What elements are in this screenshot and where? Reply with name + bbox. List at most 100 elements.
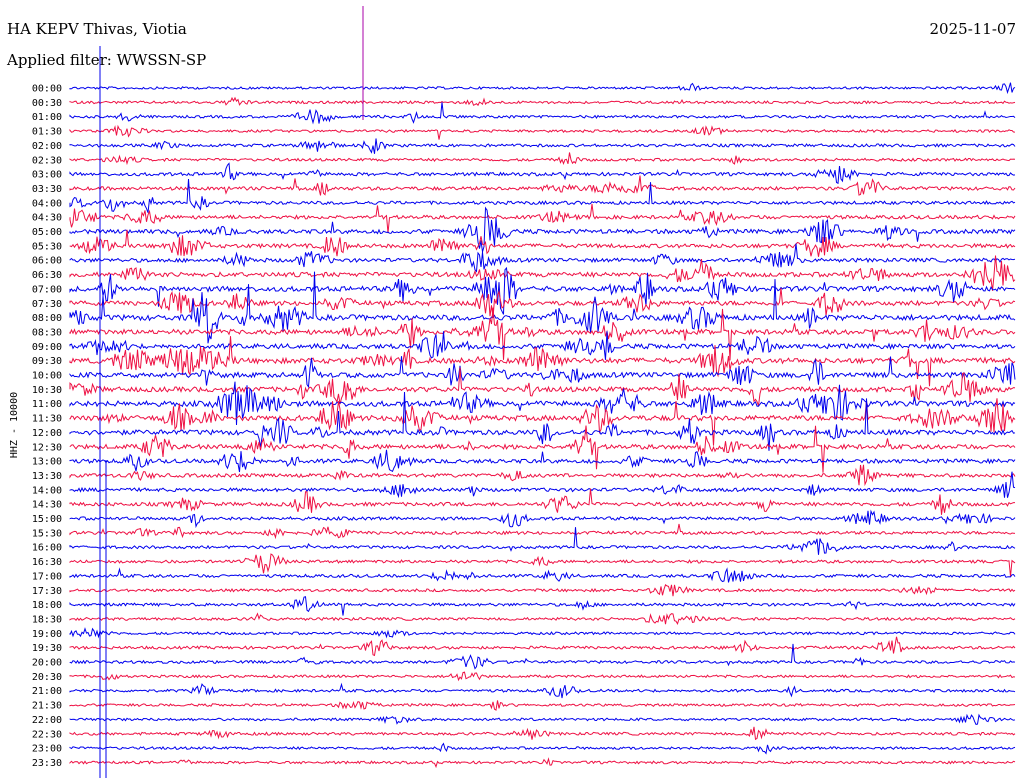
trace-row <box>69 266 1016 315</box>
row-label: 17:30 <box>32 586 62 597</box>
row-label: 23:30 <box>32 758 62 769</box>
row-label: 18:30 <box>32 614 62 625</box>
trace-row <box>69 243 1016 273</box>
row-label: 07:00 <box>32 284 62 295</box>
row-label: 10:30 <box>32 385 62 396</box>
marker-layer <box>99 6 364 778</box>
trace-layer <box>69 82 1016 769</box>
trace-row <box>69 203 1016 234</box>
trace-row <box>69 367 1016 407</box>
row-label: 12:30 <box>32 442 62 453</box>
row-label: 19:30 <box>32 643 62 654</box>
row-label: 05:00 <box>32 227 62 238</box>
trace-row <box>69 612 1016 626</box>
trace-row <box>69 336 1016 387</box>
trace-row <box>69 82 1016 95</box>
trace-row <box>69 488 1015 515</box>
row-label: 04:30 <box>32 213 62 224</box>
row-label: 17:00 <box>32 571 62 582</box>
row-label: 06:30 <box>32 270 62 281</box>
trace-row <box>69 425 1016 473</box>
row-label: 01:00 <box>32 112 62 123</box>
row-label: 11:30 <box>32 414 62 425</box>
trace-row <box>69 287 1016 318</box>
row-label: 05:30 <box>32 241 62 252</box>
row-label: 16:30 <box>32 557 62 568</box>
row-label: 14:30 <box>32 500 62 511</box>
trace-row <box>69 527 1016 555</box>
row-label: 03:00 <box>32 170 62 181</box>
row-label: 20:30 <box>32 672 62 683</box>
row-label: 12:00 <box>32 428 62 439</box>
row-label: 06:00 <box>32 256 62 267</box>
trace-row <box>69 307 1016 361</box>
row-label-layer: 00:00 00:30 01:00 01:30 02:00 02:30 03:00 03:30… <box>32 84 62 769</box>
trace-row <box>69 138 1016 154</box>
row-label: 21:00 <box>32 686 62 697</box>
trace-row <box>69 229 1016 257</box>
row-label: 23:00 <box>32 744 62 755</box>
row-label: 19:00 <box>32 629 62 640</box>
row-label: 08:00 <box>32 313 62 324</box>
row-label: 13:00 <box>32 457 62 468</box>
row-label: 02:30 <box>32 155 62 166</box>
row-label: 01:30 <box>32 127 62 138</box>
trace-row <box>69 391 1016 451</box>
trace-row <box>69 162 1016 185</box>
trace-row <box>69 178 1016 213</box>
row-label: 15:00 <box>32 514 62 525</box>
row-label: 03:30 <box>32 184 62 195</box>
trace-row <box>69 713 1016 725</box>
trace-row <box>69 523 1016 540</box>
trace-row <box>69 553 1016 577</box>
trace-row <box>69 398 1016 446</box>
trace-row <box>69 124 1016 140</box>
row-label: 22:30 <box>32 729 62 740</box>
row-label: 02:00 <box>32 141 62 152</box>
row-label: 13:30 <box>32 471 62 482</box>
trace-row <box>69 671 1016 682</box>
row-label: 00:30 <box>32 98 62 109</box>
trace-row <box>69 567 1016 583</box>
trace-row <box>69 102 1016 125</box>
trace-row <box>69 175 1016 196</box>
trace-row <box>69 152 1016 166</box>
trace-row <box>69 636 1016 657</box>
row-label: 00:00 <box>32 84 62 95</box>
row-label: 14:00 <box>32 485 62 496</box>
row-label: 22:00 <box>32 715 62 726</box>
row-label: 21:30 <box>32 701 62 712</box>
trace-row <box>69 627 1016 639</box>
trace-row <box>69 96 1016 107</box>
trace-row <box>69 356 1016 389</box>
row-label: 18:00 <box>32 600 62 611</box>
trace-row <box>69 643 1016 670</box>
trace-row <box>69 471 1016 499</box>
filter-label: Applied filter: WWSSN-SP <box>7 51 207 69</box>
trace-row <box>69 757 1016 769</box>
y-axis-label: HHZ - 10000 <box>9 392 20 458</box>
row-label: 11:00 <box>32 399 62 410</box>
trace-row <box>69 271 1016 344</box>
trace-row <box>69 509 1016 529</box>
trace-row <box>69 583 1016 597</box>
row-label: 20:00 <box>32 658 62 669</box>
date-label: 2025-11-07 <box>929 20 1016 38</box>
row-label: 08:30 <box>32 327 62 338</box>
trace-row <box>69 742 1016 755</box>
trace-row <box>69 464 1016 487</box>
trace-row <box>69 381 1016 426</box>
row-label: 10:00 <box>32 371 62 382</box>
trace-row <box>69 331 1016 360</box>
trace-row <box>69 255 1016 291</box>
station-title: HA KEPV Thivas, Viotia <box>7 20 187 38</box>
trace-row <box>69 726 1016 741</box>
row-label: 15:30 <box>32 528 62 539</box>
row-label: 16:00 <box>32 543 62 554</box>
row-label: 07:30 <box>32 299 62 310</box>
row-label: 09:00 <box>32 342 62 353</box>
trace-row <box>69 596 1016 616</box>
trace-row <box>69 449 1016 473</box>
row-label: 09:30 <box>32 356 62 367</box>
